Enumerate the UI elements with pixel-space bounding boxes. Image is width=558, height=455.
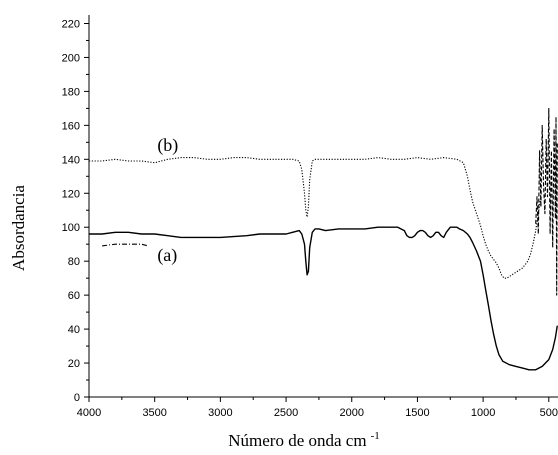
series-line-a [89,226,558,371]
y-tick-label: 220 [62,18,80,30]
y-tick-label: 0 [74,392,80,404]
x-tick-label: 1000 [471,407,495,419]
x-axis-title: Número de onda cm -1 [228,430,380,450]
x-tick-label: 3000 [208,407,232,419]
y-tick-label: 160 [62,120,80,132]
y-tick-label: 60 [68,290,80,302]
annotation-label: (a) [157,245,177,266]
series-line-b-noise [535,107,558,296]
axes [88,15,558,398]
y-tick-label: 20 [68,358,80,370]
annotations: (b) (a) [157,135,178,266]
series-line-a-extra [102,243,149,247]
x-tick-label: 2000 [340,407,364,419]
series-line-b [89,157,542,279]
y-tick-label: 80 [68,256,80,268]
x-tick-label: 4000 [77,407,101,419]
x-tick-label: 2500 [274,407,298,419]
y-tick-label: 180 [62,86,80,98]
y-tick-label: 100 [62,222,80,234]
x-tick-label: 500 [540,407,558,419]
y-tick-label: 40 [68,324,80,336]
annotation-label: (b) [157,135,178,156]
y-tick-label: 120 [62,188,80,200]
y-axis-title: Absordancia [9,185,28,271]
y-tick-label: 140 [62,154,80,166]
ticks: 0 20 40 60 80 100 120 140 160 180 200 220 4000 3500 30… [62,18,558,419]
x-tick-label: 3500 [142,407,166,419]
y-tick-label: 200 [62,52,80,64]
plot-lines [89,107,558,371]
x-tick-label: 1500 [405,407,429,419]
